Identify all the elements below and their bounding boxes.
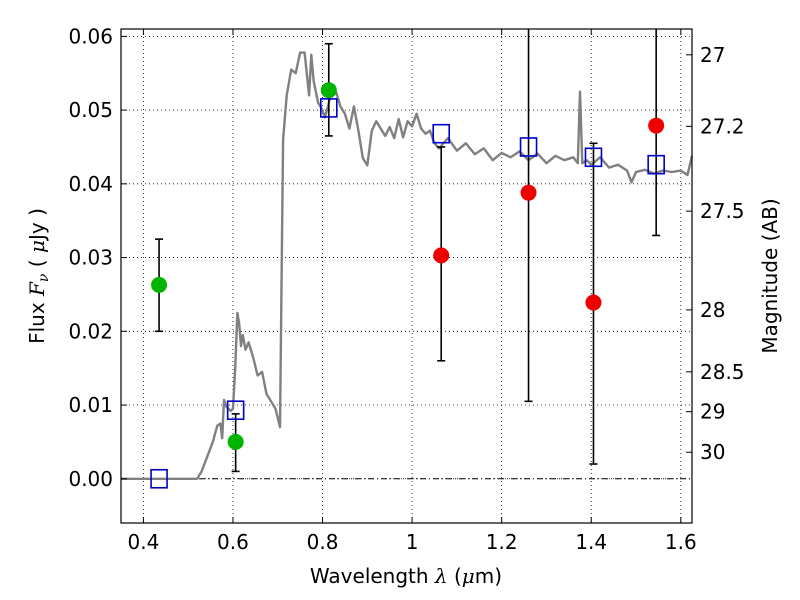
x-tick-label: 1.4 <box>575 530 607 554</box>
y-tick-label: 0.06 <box>68 24 113 48</box>
x-tick-label: 0.6 <box>217 530 249 554</box>
model-point-square <box>432 123 451 144</box>
magnitude-tick-label: 27.2 <box>700 114 745 138</box>
magnitude-tick-label: 29 <box>700 400 725 424</box>
data-point <box>520 184 537 201</box>
x-tick-label: 1.6 <box>665 530 697 554</box>
model-point-square <box>150 468 168 489</box>
data-point <box>433 247 450 264</box>
data-point <box>227 433 244 450</box>
data-point <box>585 294 602 311</box>
data-point <box>320 82 337 99</box>
y-tick-label: 0.04 <box>68 172 113 196</box>
magnitude-tick-label: 30 <box>700 440 725 464</box>
y-tick-label: 0.03 <box>68 246 113 270</box>
y-tick-label: 0.02 <box>68 319 113 343</box>
x-tick-label: 0.4 <box>127 530 159 554</box>
plot-frame <box>120 28 693 524</box>
x-tick-label: 1.2 <box>486 530 518 554</box>
magnitude-tick-label: 28 <box>700 298 725 322</box>
y-tick-label: 0.01 <box>68 393 113 417</box>
magnitude-tick-label: 27 <box>700 43 725 67</box>
x-tick-label: 1 <box>406 530 419 554</box>
y-tick-label: 0.00 <box>68 467 113 491</box>
magnitude-tick-label: 28.5 <box>700 360 745 384</box>
x-axis-title: Wavelength λ (μm) <box>310 564 502 588</box>
y2-axis-title: Magnitude (AB) <box>758 198 782 353</box>
model-spectrum-line <box>121 51 694 480</box>
model-point-square <box>319 98 338 118</box>
x-tick-label: 0.8 <box>307 530 339 554</box>
y-axis-title: Flux Fν ( μJy ) <box>25 208 52 344</box>
model-point-square <box>647 154 665 175</box>
data-point <box>151 276 168 293</box>
model-point-square <box>584 147 603 168</box>
axis-ticks: 0.4 0.6 0.8 1 1.2 1.4 1.6 0.00 0.01 0.02 0.03 0.04 0… <box>68 24 744 554</box>
magnitude-tick-label: 27.5 <box>700 199 745 223</box>
model-point-square <box>226 400 245 420</box>
model-point-square <box>519 137 538 157</box>
data-point <box>648 117 665 134</box>
y-tick-label: 0.05 <box>68 98 113 122</box>
data-marks <box>150 29 665 489</box>
